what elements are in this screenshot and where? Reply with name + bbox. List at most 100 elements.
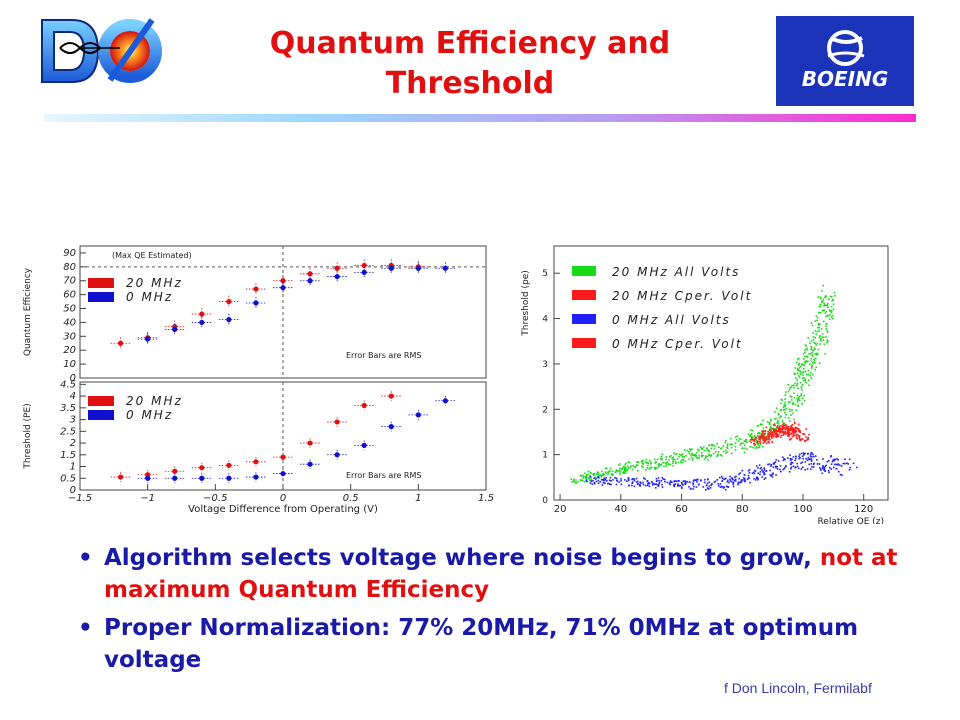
scatter-dot — [733, 479, 736, 482]
scatter-dot — [808, 458, 810, 461]
scatter-dot — [714, 451, 717, 453]
scatter-dot — [620, 468, 623, 471]
scatter-dot — [802, 452, 805, 454]
scatter-dot — [656, 479, 658, 482]
scatter-dot — [589, 475, 591, 478]
scatter-dot — [655, 477, 658, 480]
scatter-dot — [726, 447, 729, 450]
scatter-dot — [801, 388, 803, 391]
scatter-dot — [814, 362, 816, 364]
scatter-dot — [774, 429, 776, 431]
scatter-dot — [810, 322, 813, 324]
scatter-dot — [808, 463, 810, 466]
scatter-dot — [678, 455, 680, 458]
scatter-dot — [805, 457, 807, 460]
scatter-dot — [802, 368, 805, 370]
scatter-dot — [828, 471, 830, 474]
scatter-dot — [790, 461, 793, 464]
scatter-dot — [651, 484, 654, 486]
scatter-dot — [692, 480, 695, 482]
scatter-dot — [724, 449, 727, 452]
scatter-dot — [793, 418, 795, 421]
data-point — [361, 442, 367, 448]
scatter-dot — [620, 478, 622, 480]
scatter-dot — [776, 426, 778, 428]
scatter-dot — [685, 455, 687, 457]
scatter-dot — [822, 466, 824, 468]
scatter-dot — [816, 463, 819, 465]
scatter-dot — [796, 361, 798, 364]
scatter-dot — [731, 477, 733, 479]
scatter-dot — [707, 449, 710, 452]
scatter-dot — [826, 314, 829, 317]
scatter-dot — [772, 473, 774, 476]
scatter-dot — [648, 459, 651, 462]
scatter-dot — [677, 479, 680, 482]
scatter-dot — [642, 459, 645, 462]
scatter-dot — [796, 369, 799, 371]
scatter-dot — [675, 452, 678, 455]
scatter-dot — [813, 455, 815, 458]
scatter-dot — [798, 457, 800, 460]
scatter-dot — [805, 347, 808, 350]
scatter-dot — [781, 426, 784, 428]
scatter-dot — [769, 469, 771, 472]
scatter-dot — [710, 483, 713, 485]
scatter-dot — [617, 469, 619, 472]
data-point — [388, 265, 394, 271]
data-point — [226, 298, 232, 305]
scatter-dot — [768, 435, 771, 437]
scatter-dot — [593, 482, 596, 485]
scatter-dot — [698, 457, 700, 459]
scatter-dot — [604, 478, 607, 481]
scatter-dot — [811, 324, 814, 327]
scatter-dot — [658, 482, 660, 485]
scatter-dot — [756, 441, 759, 444]
scatter-dot — [803, 440, 806, 442]
scatter-dot — [774, 461, 777, 463]
scatter-dot — [774, 424, 776, 427]
scatter-dot — [805, 436, 807, 438]
legend-swatch — [88, 396, 114, 406]
data-point — [307, 271, 313, 277]
scatter-dot — [672, 456, 675, 459]
scatter-dot — [801, 377, 804, 379]
scatter-dot — [722, 445, 724, 447]
scatter-dot — [831, 317, 834, 320]
scatter-dot — [763, 472, 765, 474]
scatter-dot — [820, 338, 822, 340]
scatter-dot — [646, 467, 649, 469]
scatter-dot — [791, 429, 794, 432]
scatter-dot — [800, 386, 803, 389]
slide-title: Quantum Efficiency and Threshold — [210, 24, 730, 104]
y-tick-label: 3 — [70, 415, 76, 426]
scatter-dot — [753, 438, 756, 441]
scatter-dot — [819, 305, 822, 308]
scatter-dot — [624, 463, 627, 466]
scatter-dot — [694, 453, 696, 456]
scatter-dot — [585, 479, 588, 482]
scatter-dot — [804, 452, 806, 455]
scatter-dot — [586, 476, 588, 478]
scatter-dot — [633, 465, 636, 468]
scatter-dot — [784, 408, 786, 411]
scatter-dot — [777, 435, 779, 437]
scatter-dot — [810, 360, 813, 363]
scatter-dot — [672, 458, 675, 461]
scatter-dot — [673, 484, 676, 486]
scatter-dot — [833, 466, 835, 469]
scatter-dot — [674, 483, 677, 485]
scatter-dot — [795, 377, 797, 379]
scatter-dot — [801, 461, 804, 463]
scatter-dot — [795, 466, 797, 469]
scatter-dot — [782, 409, 785, 411]
scatter-dot — [756, 425, 759, 427]
scatter-dot — [794, 382, 796, 385]
x-tick-label: 1 — [415, 493, 421, 504]
scatter-dot — [708, 444, 711, 446]
scatter-dot — [852, 462, 855, 465]
scatter-dot — [605, 479, 608, 482]
scatter-dot — [643, 477, 645, 480]
plot-frame — [553, 245, 889, 501]
scatter-dot — [787, 401, 790, 403]
